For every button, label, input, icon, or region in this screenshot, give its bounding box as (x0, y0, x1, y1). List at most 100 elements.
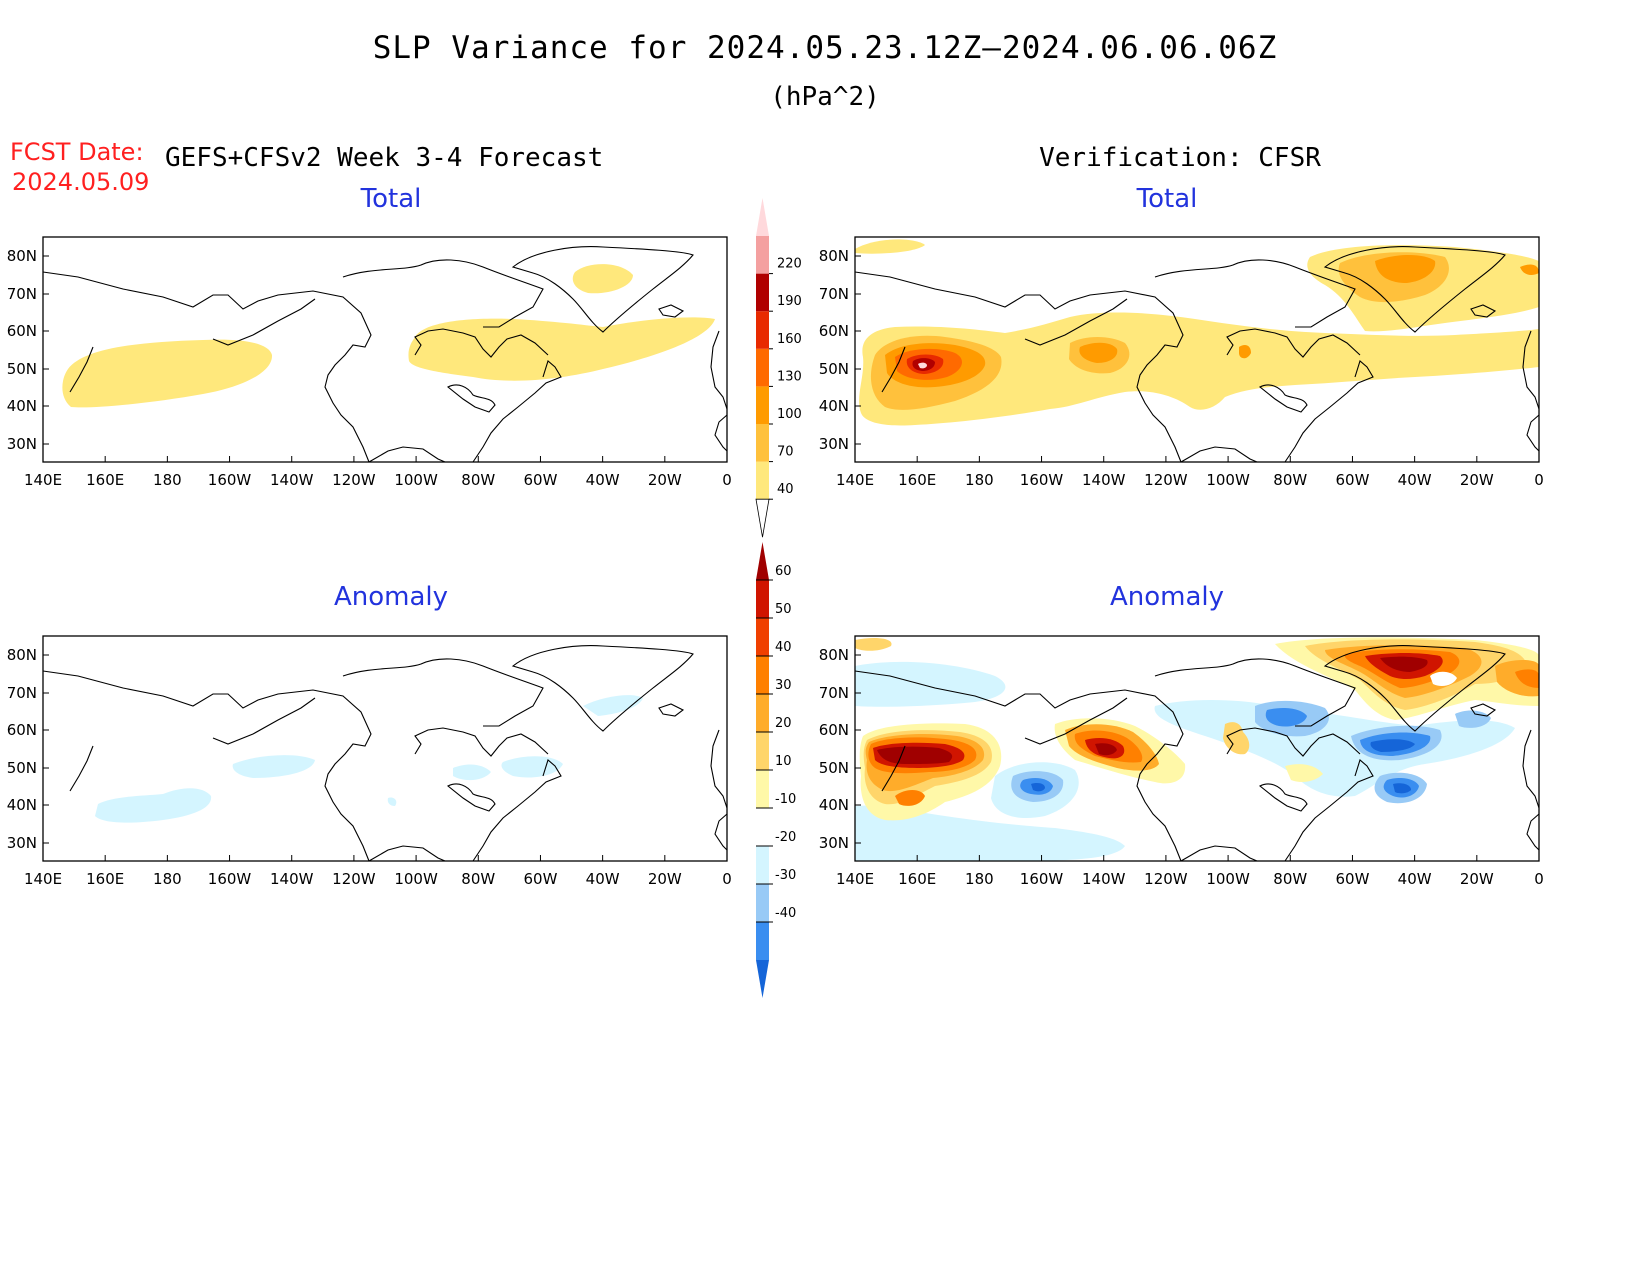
lat-tick-label: 60N (7, 322, 37, 340)
lat-tick-label: 60N (819, 322, 849, 340)
lon-tick-label: 40W (1398, 471, 1432, 489)
coastline (42, 246, 728, 463)
colorbar-label: 220 (777, 257, 802, 272)
lon-tick-label: 140E (24, 870, 62, 888)
lon-tick-label: 60W (523, 471, 557, 489)
colorbar-label: 10 (775, 754, 792, 769)
colorbar-label: 40 (775, 640, 792, 655)
lat-tick-label: 30N (7, 834, 37, 852)
lon-tick-label: 40W (586, 471, 620, 489)
colorbar-label: 30 (775, 678, 792, 693)
lon-tick-label: 140E (24, 471, 62, 489)
colorbar-bin (756, 580, 769, 618)
lat-tick-label: 30N (819, 834, 849, 852)
lat-tick-label: 50N (819, 360, 849, 378)
lon-tick-label: 20W (1460, 870, 1494, 888)
lon-tick-label: 180 (965, 870, 994, 888)
lon-tick-label: 140E (836, 471, 874, 489)
colorbar-label: 160 (777, 332, 802, 347)
lon-tick-label: 40W (586, 870, 620, 888)
map-forecast-anomaly: 140E 160E 180 160W 140W 120W 100W 80W 60W 40W 20W 0… (7, 635, 732, 888)
colorbar-bottom-extension (756, 960, 769, 998)
lat-tick-label: 80N (7, 247, 37, 265)
lon-tick-label: 120W (332, 471, 376, 489)
anomaly-shading (95, 695, 643, 823)
lat-tick-label: 80N (819, 247, 849, 265)
colorbar-bin (756, 424, 769, 462)
colorbar-bin (756, 656, 769, 694)
colorbar-label: -20 (775, 830, 796, 845)
colorbar-bin (756, 846, 769, 884)
colorbar-bin (756, 386, 769, 424)
lon-tick-label: 160W (1020, 471, 1064, 489)
colorbar-label: 50 (775, 602, 792, 617)
colorbar-anomaly: -40 -30 -20 -10 10 20 30 40 50 60 (756, 542, 796, 998)
lon-tick-label: 160W (208, 870, 252, 888)
lon-tick-label: 80W (1273, 870, 1307, 888)
colorbar-bin (756, 273, 769, 312)
colorbar-label: 70 (777, 445, 794, 460)
lon-tick-label: 140W (1082, 870, 1126, 888)
colorbar-bin (756, 884, 769, 922)
colorbar-bin (756, 348, 769, 387)
lon-tick-label: 100W (394, 870, 438, 888)
coastline (854, 645, 1540, 862)
lon-tick-label: 100W (1206, 471, 1250, 489)
lat-tick-label: 30N (7, 435, 37, 453)
verification-title: Verification: CFSR (1039, 143, 1321, 173)
forecast-model-title: GEFS+CFSv2 Week 3-4 Forecast (165, 143, 604, 173)
lon-tick-label: 160E (898, 870, 936, 888)
lat-tick-label: 50N (7, 759, 37, 777)
map-frame (854, 236, 1540, 463)
lon-tick-label: 140E (836, 870, 874, 888)
colorbar-label: 60 (775, 564, 792, 579)
colorbar-label: 190 (777, 294, 802, 309)
lon-tick-label: 180 (153, 870, 182, 888)
lat-tick-label: 40N (819, 397, 849, 415)
colorbar-total: 40 70 100 130 160 190 220 (755, 198, 802, 538)
lon-tick-label: 100W (394, 471, 438, 489)
forecast-date-value: 2024.05.09 (12, 168, 150, 196)
lon-tick-label: 160E (86, 471, 124, 489)
lon-tick-label: 80W (461, 471, 495, 489)
colorbar-bin (756, 770, 769, 808)
axis-ticks: 140E 160E 180 160W 140W 120W 100W 80W 60W 40W 20W 0… (7, 247, 732, 489)
lat-tick-label: 40N (7, 796, 37, 814)
lat-tick-label: 30N (819, 435, 849, 453)
colorbar-bin (756, 618, 769, 656)
lat-tick-label: 80N (7, 646, 37, 664)
lat-tick-label: 70N (7, 684, 37, 702)
map-frame (42, 236, 728, 463)
coastline (854, 246, 1540, 463)
lon-tick-label: 140W (270, 471, 314, 489)
map-frame (854, 635, 1540, 862)
lon-tick-label: 160E (898, 471, 936, 489)
map-forecast-total: 140E 160E 180 160W 140W 120W 100W 80W 60W 40W 20W 0… (7, 236, 732, 489)
lon-tick-label: 20W (648, 471, 682, 489)
colorbar-bin (756, 732, 769, 770)
colorbar-label: -10 (775, 792, 796, 807)
colorbar-label: -30 (775, 868, 796, 883)
lon-tick-label: 0 (1534, 870, 1544, 888)
lon-tick-label: 60W (523, 870, 557, 888)
colorbar-bottom-extension (755, 498, 770, 538)
lon-tick-label: 20W (1460, 471, 1494, 489)
lon-tick-label: 60W (1335, 870, 1369, 888)
lon-tick-label: 80W (461, 870, 495, 888)
lon-tick-label: 180 (153, 471, 182, 489)
lon-tick-label: 0 (1534, 471, 1544, 489)
lon-tick-label: 0 (722, 471, 732, 489)
lat-tick-label: 50N (819, 759, 849, 777)
lat-tick-label: 80N (819, 646, 849, 664)
lon-tick-label: 120W (332, 870, 376, 888)
colorbar-label: 130 (777, 369, 802, 384)
figure-units: (hPa^2) (770, 82, 880, 112)
lon-tick-label: 100W (1206, 870, 1250, 888)
panel-title-verification-total: Total (1136, 184, 1198, 214)
variance-shading (855, 239, 1539, 426)
panel-title-forecast-total: Total (360, 184, 422, 214)
lat-tick-label: 40N (7, 397, 37, 415)
panel-title-forecast-anomaly: Anomaly (333, 582, 449, 612)
lon-tick-label: 60W (1335, 471, 1369, 489)
variance-shading (62, 264, 715, 408)
